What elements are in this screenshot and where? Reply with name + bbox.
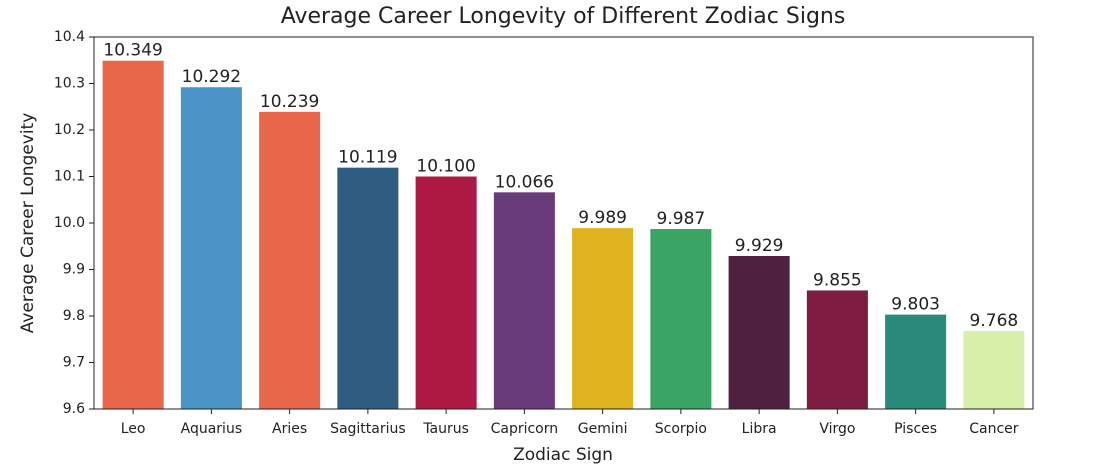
bar	[259, 111, 321, 410]
x-tick-label: Aries	[272, 421, 307, 437]
bar	[415, 176, 477, 409]
y-tick-label: 10.0	[54, 215, 85, 231]
plot-frame	[93, 36, 1034, 410]
x-tick-label: Cancer	[969, 421, 1019, 437]
chart-title: Average Career Longevity of Different Zo…	[281, 4, 846, 29]
value-label: 9.989	[578, 208, 627, 228]
value-label: 10.066	[495, 172, 554, 192]
x-tick-label: Taurus	[422, 421, 469, 437]
value-label: 10.239	[260, 92, 319, 112]
x-tick-label: Libra	[742, 421, 777, 437]
x-tick-label: Leo	[121, 421, 146, 437]
value-label: 9.929	[735, 236, 784, 256]
value-label: 10.292	[182, 67, 241, 87]
bar	[963, 330, 1025, 409]
bar	[806, 290, 868, 409]
y-tick-label: 9.8	[63, 308, 85, 324]
y-tick-label: 9.6	[63, 401, 85, 417]
y-tick-label: 9.7	[63, 355, 85, 371]
value-label: 10.349	[103, 41, 162, 61]
x-axis-label: Zodiac Sign	[513, 445, 613, 465]
bar	[728, 256, 790, 409]
bar	[650, 229, 712, 409]
x-tick-label: Pisces	[894, 421, 937, 437]
x-tick-label: Gemini	[578, 421, 628, 437]
y-tick-label: 10.2	[54, 122, 85, 138]
bar	[102, 60, 164, 410]
value-label: 10.100	[416, 157, 475, 177]
bar	[337, 167, 399, 409]
value-label: 9.768	[970, 311, 1019, 331]
y-tick-label: 10.3	[54, 76, 85, 92]
value-label: 9.987	[657, 209, 706, 229]
x-tick-label: Virgo	[819, 421, 855, 437]
y-tick-label: 10.1	[54, 169, 85, 185]
x-tick-label: Scorpio	[655, 421, 707, 437]
bar	[180, 87, 242, 409]
x-tick-label: Sagittarius	[330, 421, 406, 437]
value-label: 9.855	[813, 270, 862, 290]
value-label: 10.119	[338, 148, 397, 168]
value-label: 9.803	[891, 295, 940, 315]
y-axis-label: Average Career Longevity	[18, 113, 38, 334]
x-tick-label: Aquarius	[181, 421, 242, 437]
y-tick-label: 9.9	[63, 262, 85, 278]
y-tick-label: 10.4	[54, 29, 85, 45]
x-tick-label: Capricorn	[491, 421, 559, 437]
bar	[885, 314, 947, 409]
bar	[493, 192, 555, 409]
bar	[572, 228, 634, 409]
